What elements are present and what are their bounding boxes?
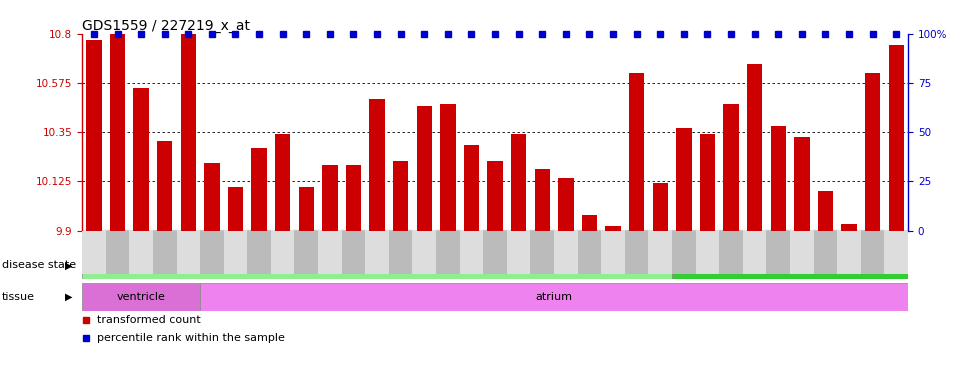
Bar [275,134,291,231]
Bar [676,128,692,231]
Bar [105,231,129,274]
Bar [794,136,810,231]
Bar [766,231,790,274]
Bar [483,231,507,274]
Text: GDS1559 / 227219_x_at: GDS1559 / 227219_x_at [82,19,250,33]
Text: no atrial fibrillation: no atrial fibrillation [324,260,430,270]
Bar [507,231,530,274]
Bar [885,231,908,274]
Bar [436,231,460,274]
Bar [771,126,786,231]
Bar [511,134,526,231]
Bar [412,231,436,274]
Bar [133,88,149,231]
Bar [200,231,224,274]
Text: tissue: tissue [2,292,35,302]
Bar [629,73,644,231]
Bar [416,106,432,231]
Bar [606,226,621,231]
Bar [818,191,833,231]
Text: disease state: disease state [2,260,76,270]
Bar [841,224,857,231]
Bar [228,187,243,231]
Bar [625,231,648,274]
Bar [601,231,625,274]
Bar [582,215,597,231]
Bar [861,231,885,274]
Bar [346,165,361,231]
Bar [554,231,578,274]
Bar [251,147,267,231]
Bar [270,231,295,274]
Bar [720,231,743,274]
Bar [578,231,601,274]
Bar [790,231,813,274]
Bar [460,231,483,274]
Bar [318,231,342,274]
Bar [247,231,270,274]
Bar [200,283,908,311]
Bar [129,231,153,274]
Bar [724,104,739,231]
Bar [648,231,672,274]
Bar [365,231,389,274]
Bar [393,160,409,231]
Bar [204,163,219,231]
Bar [323,165,337,231]
Bar [82,251,672,279]
Bar [488,160,502,231]
Bar [889,45,904,231]
Bar [342,231,365,274]
Bar [838,231,861,274]
Text: ▶: ▶ [65,292,72,302]
Bar [177,231,200,274]
Bar [181,34,196,231]
Bar [699,134,715,231]
Bar [82,283,200,311]
Bar [157,141,172,231]
Bar [389,231,412,274]
Bar [110,34,126,231]
Bar [86,40,101,231]
Bar [653,183,668,231]
Text: atrium: atrium [535,292,573,302]
Bar [672,231,696,274]
Text: ▶: ▶ [65,260,72,270]
Text: percentile rank within the sample: percentile rank within the sample [97,333,285,343]
Bar [464,146,479,231]
Text: ventricle: ventricle [117,292,165,302]
Text: permanent atrial fibrillation: permanent atrial fibrillation [713,260,867,270]
Bar [295,231,318,274]
Bar [813,231,838,274]
Bar [530,231,554,274]
Bar [82,231,105,274]
Bar [224,231,247,274]
Bar [440,104,456,231]
Bar [534,170,550,231]
Text: transformed count: transformed count [97,315,201,325]
Bar [865,73,880,231]
Bar [696,231,720,274]
Bar [747,64,762,231]
Bar [153,231,177,274]
Bar [672,251,908,279]
Bar [558,178,574,231]
Bar [743,231,766,274]
Bar [298,187,314,231]
Bar [369,99,384,231]
